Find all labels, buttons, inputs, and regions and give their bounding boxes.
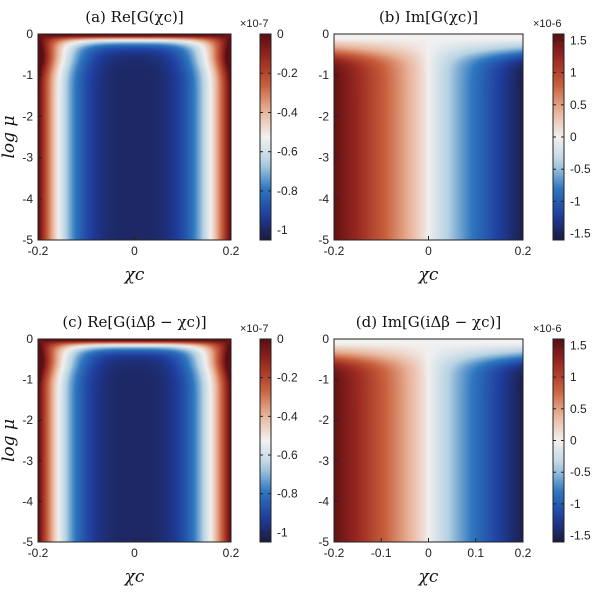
x-tick-label: -0.2	[324, 546, 345, 560]
y-tick-label: -2	[22, 413, 33, 427]
x-tick-label: -0.2	[28, 244, 49, 258]
colorbar	[259, 33, 272, 241]
x-axis-label: χc	[124, 567, 145, 587]
panel-d: (d) Im[G(iΔβ − χc)] -0.2 -0.1 0 0.1 0.2 0 -1 -2 -…	[318, 313, 591, 587]
y-axis-label: log μ	[0, 419, 19, 462]
colorbar-tick-label: -0.8	[277, 487, 298, 501]
x-tick-label: 0	[425, 244, 432, 258]
panel-a: (a) Re[G(χc)] -0.2 0 0.2 0 -1 -2 -3 -4 -5 χc log μ 0…	[0, 8, 298, 285]
colorbar-tick-label: -0.4	[277, 105, 298, 119]
colorbar-tick-label: 1	[570, 66, 577, 80]
x-tick-label: 0.2	[223, 244, 240, 258]
y-tick-label: -2	[318, 109, 329, 123]
y-tick-label: -5	[318, 233, 329, 247]
y-tick-label: 0	[26, 27, 33, 41]
x-tick-label: -0.2	[28, 546, 49, 560]
y-tick-label: 0	[322, 27, 329, 41]
chart-title: (b) Im[G(χc)]	[379, 8, 478, 26]
colorbar-tick-label: 0.5	[570, 402, 587, 416]
colorbar-tick-label: -0.6	[277, 145, 298, 159]
y-tick-label: -5	[22, 535, 33, 549]
x-tick-label: 0	[131, 546, 138, 560]
panel-b: (b) Im[G(χc)] -0.2 0 0.2 0 -1 -2 -3 -4 -5 χc 1.5 1 0.…	[318, 8, 591, 285]
y-tick-label: -2	[318, 413, 329, 427]
colorbar-tick-label: 0	[277, 27, 284, 41]
y-tick-label: -3	[318, 454, 329, 468]
x-tick-label: 0	[131, 244, 138, 258]
y-tick-label: -5	[22, 233, 33, 247]
x-tick-label: 0	[425, 546, 432, 560]
y-tick-label: -1	[318, 373, 329, 387]
y-tick-label: 0	[322, 332, 329, 346]
y-tick-label: -4	[318, 494, 329, 508]
colorbar-tick-label: -0.2	[277, 66, 298, 80]
heatmap-image	[38, 34, 231, 240]
colorbar-tick-label: 0	[277, 332, 284, 346]
x-tick-label: -0.1	[371, 546, 392, 560]
chart-title: (c) Re[G(iΔβ − χc)]	[62, 313, 206, 331]
colorbar-exponent: ×10-7	[240, 18, 268, 30]
colorbar-exponent: ×10-6	[533, 18, 561, 30]
colorbar-tick-label: 0	[570, 130, 577, 144]
colorbar-exponent: ×10-7	[240, 323, 268, 335]
colorbar-tick-label: -1.5	[570, 227, 591, 241]
x-tick-label: 0.1	[467, 546, 484, 560]
y-tick-label: -1	[22, 68, 33, 82]
colorbar-tick-label: -0.5	[570, 465, 591, 479]
heatmap-image	[334, 339, 523, 542]
y-tick-label: -4	[22, 192, 33, 206]
heatmap-image	[38, 339, 231, 542]
x-tick-label: 0.2	[515, 244, 532, 258]
colorbar	[259, 338, 272, 543]
colorbar-tick-label: -0.4	[277, 409, 298, 423]
colorbar-tick-label: 1.5	[570, 338, 587, 352]
x-axis-label: χc	[124, 265, 145, 285]
x-axis-label: χc	[418, 567, 439, 587]
y-tick-label: -3	[22, 151, 33, 165]
x-tick-label: 0.2	[223, 546, 240, 560]
x-axis-label: χc	[418, 265, 439, 285]
chart-title: (a) Re[G(χc)]	[85, 8, 183, 26]
colorbar-tick-label: -0.2	[277, 371, 298, 385]
colorbar-exponent: ×10-6	[533, 323, 561, 335]
colorbar-tick-label: -0.8	[277, 184, 298, 198]
colorbar-tick-label: -1.5	[570, 529, 591, 543]
y-tick-label: -4	[318, 192, 329, 206]
colorbar-tick-label: 0.5	[570, 98, 587, 112]
y-tick-label: -2	[22, 109, 33, 123]
x-tick-label: 0.2	[515, 546, 532, 560]
colorbar-tick-label: 1	[570, 370, 577, 384]
colorbar-tick-label: -0.6	[277, 448, 298, 462]
y-tick-label: -1	[22, 373, 33, 387]
y-tick-label: -1	[318, 68, 329, 82]
colorbar-tick-label: -1	[570, 497, 581, 511]
x-tick-label: -0.2	[324, 244, 345, 258]
heatmap-image	[334, 34, 523, 240]
colorbar-tick-label: -1	[277, 223, 288, 237]
colorbar-tick-label: 0	[570, 434, 577, 448]
colorbar-tick-label: 1.5	[570, 33, 587, 47]
y-tick-label: -3	[22, 454, 33, 468]
colorbar-tick-label: -1	[570, 194, 581, 208]
y-tick-label: -4	[22, 494, 33, 508]
y-tick-label: 0	[26, 332, 33, 346]
y-axis-label: log μ	[0, 115, 19, 158]
panel-c: (c) Re[G(iΔβ − χc)] -0.2 0 0.2 0 -1 -2 -3 -4 -5 χc…	[0, 313, 298, 587]
colorbar-tick-label: -1	[277, 525, 288, 539]
chart-title: (d) Im[G(iΔβ − χc)]	[356, 313, 502, 331]
colorbar-tick-label: -0.5	[570, 162, 591, 176]
y-tick-label: -5	[318, 535, 329, 549]
y-tick-label: -3	[318, 151, 329, 165]
